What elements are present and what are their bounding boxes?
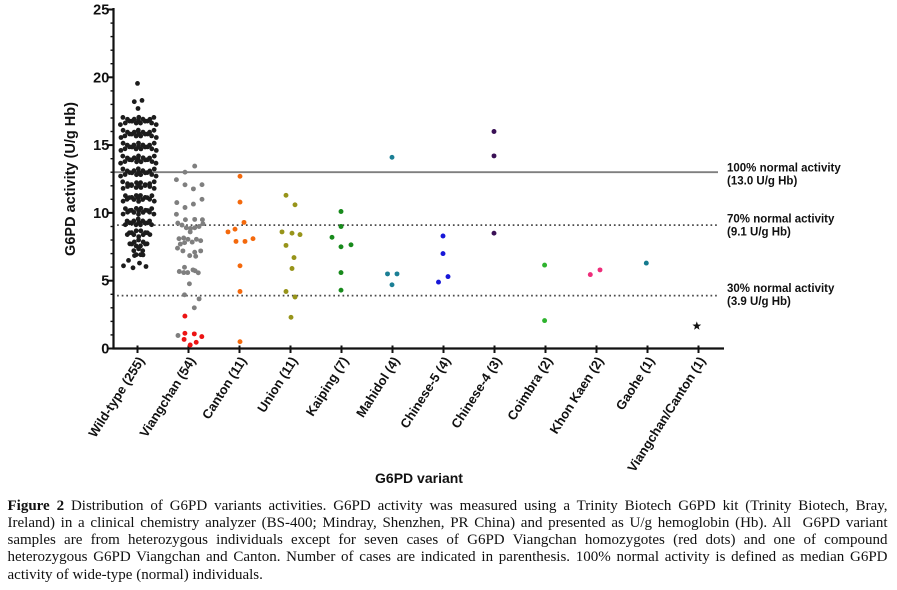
svg-text:Viangchan (54): Viangchan (54) [136, 354, 198, 440]
svg-text:G6PD variant: G6PD variant [375, 470, 463, 486]
svg-text:Mahidol (4): Mahidol (4) [353, 354, 403, 420]
svg-text:(3.9 U/g Hb): (3.9 U/g Hb) [727, 296, 791, 308]
svg-text:70% normal activity: 70% normal activity [727, 214, 835, 226]
svg-text:Coimbra (2): Coimbra (2) [504, 354, 555, 423]
svg-text:Union (11): Union (11) [254, 354, 300, 415]
svg-text:Chinese-5 (4): Chinese-5 (4) [397, 354, 454, 431]
svg-text:30% normal activity: 30% normal activity [727, 283, 835, 295]
svg-text:100% normal activity: 100% normal activity [727, 163, 841, 175]
svg-text:20: 20 [93, 70, 109, 86]
svg-text:15: 15 [93, 138, 109, 154]
svg-text:Khon Kaen (2): Khon Kaen (2) [547, 354, 607, 436]
svg-text:(9.1 U/g Hb): (9.1 U/g Hb) [727, 227, 791, 239]
svg-text:0: 0 [101, 342, 109, 358]
svg-text:5: 5 [101, 274, 109, 290]
svg-text:10: 10 [93, 206, 109, 222]
svg-text:Canton (11): Canton (11) [199, 354, 250, 422]
svg-text:(13.0 U/g Hb): (13.0 U/g Hb) [727, 176, 797, 188]
svg-text:Kaiping (7): Kaiping (7) [303, 354, 352, 419]
svg-text:Gaohe (1): Gaohe (1) [613, 354, 658, 413]
svg-text:G6PD activity (U/g Hb): G6PD activity (U/g Hb) [63, 102, 79, 256]
svg-text:25: 25 [93, 3, 109, 19]
svg-text:Chinese-4 (3): Chinese-4 (3) [448, 354, 505, 431]
